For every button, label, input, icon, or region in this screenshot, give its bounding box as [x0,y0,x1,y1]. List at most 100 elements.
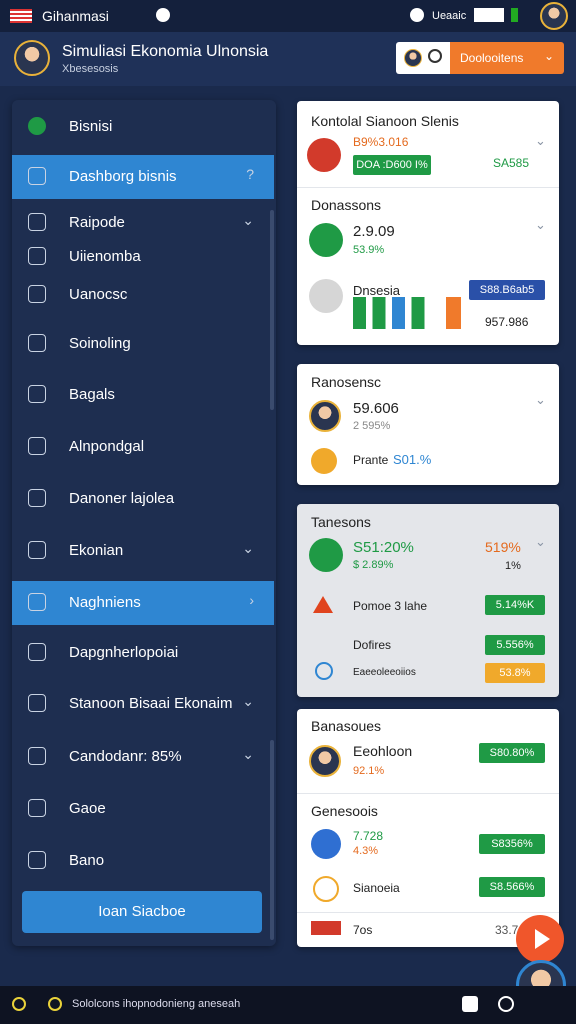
icon[interactable] [462,996,478,1012]
badge: S8.566% [479,877,545,897]
change: 53.9% [353,244,385,256]
badge: S8356% [479,834,545,854]
status-text: Ueaaic [432,10,467,22]
label: Dnsesia [353,283,400,298]
sidebar-label: Stanoon Bisaai Ekonaim [69,695,233,712]
icon [309,538,343,572]
badge: DOA :D600 I% [353,155,431,175]
header-button[interactable]: Doolooitens ⌄ [450,42,564,74]
card: Ranosensc ⌄ 59.606 2 595% Prante S01.% [297,364,559,485]
search-box[interactable] [396,42,450,74]
sidebar-item[interactable]: Soinoling [12,322,274,366]
sidebar-label: Uanocsc [69,286,128,303]
sidebar-icon [28,385,46,403]
chevron[interactable]: ⌄ [535,534,546,549]
change: $ 2.89% [353,559,394,571]
sidebar-label: Gaoe [69,800,106,817]
profile-avatar[interactable] [540,2,568,30]
flag-icon [10,9,32,23]
value: 957.986 [485,315,529,329]
sidebar-item[interactable]: Danoner lajolea [12,477,274,521]
sidebar-label: Candodanr: 85% [69,748,182,765]
icon [48,997,62,1011]
card-title: Banasoues [311,718,382,734]
row-label: Dofires [353,638,392,652]
change: 2 595% [353,420,391,432]
value: S01.% [393,452,432,467]
change: 92.1% [353,765,385,777]
sidebar-item[interactable]: Naghniens › [12,581,274,625]
icon [311,829,341,859]
card: Kontolal Sianoon Slenis ⌄ B9%3.016 DOA :… [297,101,559,345]
section-title: Donassons [311,197,382,213]
icon [307,138,341,172]
play-button[interactable] [516,915,564,963]
chevron: ? [246,166,254,182]
play-icon [535,929,550,949]
icon [311,921,341,935]
sidebar-button[interactable]: Ioan Siacboe [22,891,262,933]
sidebar-icon [28,167,46,185]
chevron: ⌄ [242,693,254,709]
sidebar-item[interactable]: Uanocsc [12,273,274,317]
sidebar-item[interactable]: Bisnisi [12,105,274,149]
sidebar-icon [28,437,46,455]
icon [313,596,333,613]
card: Banasoues Eeohloon 92.1% S80.80% Genesoo… [297,709,559,947]
label: Eeohloon [353,743,413,759]
sidebar-label: Soinoling [69,335,131,352]
chevron[interactable]: ⌄ [535,217,546,232]
sidebar-icon [28,694,46,712]
sidebar-item[interactable]: Dashborg bisnis? [12,155,274,199]
sidebar-item[interactable]: Candodanr: 85% ⌄ [12,735,274,779]
sidebar-item[interactable]: Ekonian ⌄ [12,529,274,573]
value: S51:20% [353,539,414,556]
sidebar-label: Bagals [69,386,115,403]
section-title: Genesoois [311,803,378,819]
sidebar-icon [28,117,46,135]
chevron: ⌄ [242,746,254,762]
separator [297,187,559,188]
icon [309,223,343,257]
sidebar-item[interactable]: Bagals [12,373,274,417]
sidebar-label: Dapgnherlopoiai [69,644,179,661]
sidebar-icon [28,247,46,265]
sidebar-item[interactable]: Gaoe [12,787,274,831]
icon[interactable] [498,996,514,1012]
value: 59.606 [353,400,399,417]
chevron[interactable]: ⌄ [535,392,546,407]
badge: 5.14%K [485,595,545,615]
label: 7os [353,923,373,937]
status-bar: Gihanmasi Ueaaic [0,0,576,32]
badge: 5.556% [485,635,545,655]
sidebar-item[interactable]: Stanoon Bisaai Ekonaim ⌄ [12,682,274,726]
scrollbar [270,210,274,410]
dropdown-chevron: ⌄ [544,49,555,63]
sidebar-icon [28,799,46,817]
sidebar-icon [28,643,46,661]
sidebar-label: Danoner lajolea [69,490,175,507]
sidebar-item[interactable]: Alnpondgal [12,425,274,469]
search-icon [428,49,442,63]
badge: 53.8% [485,663,545,683]
chevron[interactable]: ⌄ [535,133,546,148]
sidebar-icon [28,334,46,352]
chevron: ⌄ [242,212,254,228]
value: 7.728 [353,829,384,843]
sidebar-item[interactable]: Raipode ⌄ [12,201,274,245]
icon [309,279,343,313]
icon [12,997,26,1011]
icon [315,662,333,680]
change: 4.3% [353,845,379,857]
sidebar-item[interactable]: Bano [12,839,274,883]
sidebar-item[interactable]: Uiienomba [12,235,274,279]
badge: S88.B6ab5 [469,280,545,300]
sidebar-icon [28,747,46,765]
card-title: Tanesons [311,514,371,530]
sidebar-label: Uiienomba [69,248,141,265]
user-avatar[interactable] [14,40,50,76]
sidebar-item[interactable]: Dapgnherlopoiai [12,631,274,675]
sidebar-label: Ekonian [69,542,124,559]
clock-icon [410,8,424,22]
separator [297,793,559,794]
